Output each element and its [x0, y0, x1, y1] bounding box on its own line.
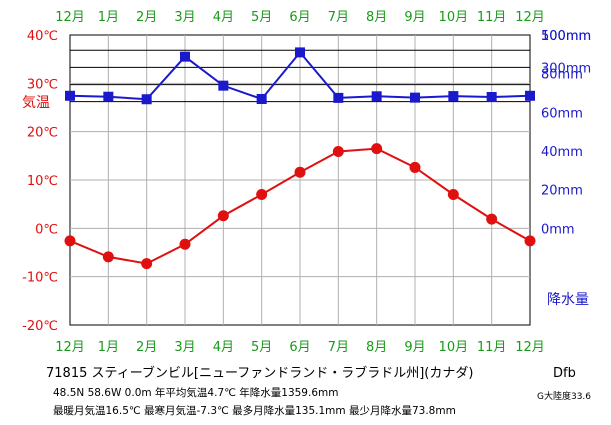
month-labels-bottom: 12月 1月 2月 3月 4月 5月 6月 7月 8月 9月 10月 11月 12月 [55, 340, 545, 355]
month-label-top: 4月 [213, 10, 234, 25]
precipitation-point [371, 91, 382, 102]
temperature-tick-label: -20℃ [22, 319, 58, 334]
precipitation-axis: 500mm 300mm 100mm 80mm 60mm 40mm 20mm 0mm [541, 29, 591, 237]
temperature-point [256, 189, 268, 200]
precipitation-tick-label: 100mm [541, 29, 591, 44]
precipitation-point [65, 90, 75, 101]
precipitation-point [103, 91, 114, 102]
precipitation-tick-label: 20mm [541, 184, 583, 199]
precipitation-point [525, 90, 535, 101]
climate-classification: Dfb [553, 366, 576, 381]
month-label-top: 9月 [404, 10, 425, 25]
temperature-axis: 40℃ 30℃ 20℃ 10℃ 0℃ -10℃ -20℃ [22, 29, 58, 334]
month-label-top: 3月 [174, 10, 195, 25]
month-label-bottom: 4月 [213, 340, 234, 355]
precipitation-point [180, 51, 190, 62]
series-layer [64, 47, 536, 270]
temperature-tick-label: 10℃ [27, 174, 58, 189]
month-label-bottom: 7月 [328, 340, 349, 355]
month-label-top: 11月 [477, 10, 507, 25]
precipitation-tick-label: 40mm [541, 145, 583, 160]
temperature-point [179, 238, 191, 250]
precipitation-tick-label: 80mm [541, 68, 583, 83]
month-label-top: 12月 [55, 10, 85, 25]
month-label-top: 1月 [98, 10, 119, 25]
temperature-tick-label: 40℃ [27, 29, 58, 44]
temperature-tick-label: 0℃ [35, 222, 58, 237]
month-label-bottom: 11月 [477, 340, 507, 355]
month-label-bottom: 2月 [136, 340, 157, 355]
precipitation-point [410, 92, 420, 103]
station-stats-line-1: 48.5N 58.6W 0.0m 年平均気温4.7℃ 年降水量1359.6mm [53, 387, 339, 399]
precipitation-point [486, 91, 497, 102]
month-label-top: 7月 [328, 10, 349, 25]
month-label-bottom: 9月 [404, 340, 425, 355]
month-label-bottom: 3月 [174, 340, 195, 355]
precipitation-tick-label: 60mm [541, 106, 583, 121]
temperature-point [217, 210, 229, 222]
continentality-index: G大陸度33.6 [537, 392, 592, 402]
temperature-tick-label: 30℃ [27, 77, 58, 92]
precipitation-point [256, 93, 267, 104]
month-label-bottom: 12月 [515, 340, 545, 355]
temperature-tick-label: -10℃ [22, 271, 58, 286]
temperature-point [332, 145, 344, 157]
precipitation-tick-label: 500mm [541, 29, 591, 44]
station-info: 71815 スティーブンビル[ニューファンドランド・ラブラドル州](カナダ) [46, 366, 474, 381]
temperature-point [486, 213, 498, 225]
month-label-top: 10月 [439, 10, 469, 25]
month-label-bottom: 8月 [366, 340, 387, 355]
temperature-tick-label: 20℃ [27, 126, 58, 141]
month-label-bottom: 6月 [289, 340, 310, 355]
temperature-point [409, 161, 421, 173]
precipitation-axis-title: 降水量 [547, 292, 589, 308]
month-label-bottom: 1月 [98, 340, 119, 355]
precipitation-point [333, 92, 344, 103]
precipitation-point [141, 94, 152, 105]
temperature-point [447, 189, 459, 200]
precipitation-tick-label: 300mm [541, 61, 591, 76]
month-label-top: 5月 [251, 10, 272, 25]
temperature-point [524, 235, 536, 247]
month-labels-top: 12月 1月 2月 3月 4月 5月 6月 7月 8月 9月 10月 11月 12月 [55, 10, 545, 25]
month-label-top: 12月 [515, 10, 545, 25]
month-label-top: 8月 [366, 10, 387, 25]
temperature-axis-title: 気温 [22, 95, 50, 111]
precipitation-point [295, 47, 305, 58]
temperature-point [294, 166, 306, 178]
month-label-bottom: 12月 [55, 340, 85, 355]
precipitation-point [218, 80, 229, 91]
temperature-point [102, 251, 114, 263]
temperature-point [371, 143, 383, 155]
month-label-top: 2月 [136, 10, 157, 25]
precipitation-tick-label: 0mm [541, 222, 575, 237]
temperature-point [141, 258, 153, 270]
month-label-bottom: 10月 [439, 340, 469, 355]
month-label-bottom: 5月 [251, 340, 272, 355]
precipitation-point [448, 91, 459, 102]
month-label-top: 6月 [289, 10, 310, 25]
plot-grid [69, 34, 531, 326]
temperature-point [64, 235, 76, 247]
station-stats-line-2: 最暖月気温16.5℃ 最寒月気温-7.3℃ 最多月降水量135.1mm 最少月降… [53, 405, 456, 417]
